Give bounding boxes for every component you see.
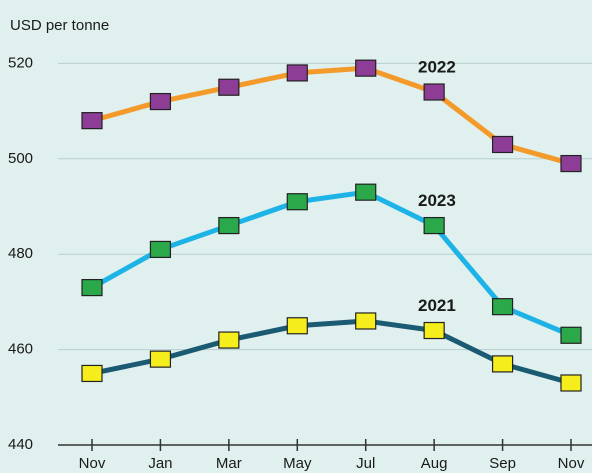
marker bbox=[286, 64, 308, 82]
marker bbox=[491, 135, 514, 154]
marker bbox=[423, 83, 445, 101]
marker bbox=[355, 183, 377, 201]
marker bbox=[560, 326, 582, 344]
marker bbox=[355, 59, 377, 77]
y-tick-label: 500 bbox=[8, 150, 33, 167]
series-line bbox=[91, 318, 572, 386]
marker bbox=[491, 298, 514, 316]
x-tick-label: May bbox=[283, 455, 312, 472]
marker bbox=[423, 321, 445, 340]
x-tick-label: Aug bbox=[421, 455, 448, 472]
x-tick-label: Nov bbox=[79, 455, 106, 472]
y-axis-label: USD per tonne bbox=[10, 17, 109, 34]
y-tick-label: 460 bbox=[8, 341, 33, 358]
marker bbox=[81, 278, 103, 297]
marker bbox=[560, 374, 582, 392]
marker bbox=[560, 154, 582, 173]
series-label: 2023 bbox=[418, 191, 456, 210]
y-tick-label: 440 bbox=[8, 436, 33, 453]
x-tick-label: Jul bbox=[356, 455, 375, 472]
marker bbox=[491, 355, 514, 373]
y-tick-label: 520 bbox=[8, 54, 33, 71]
x-tick-label: Mar bbox=[216, 455, 242, 472]
marker bbox=[286, 193, 308, 211]
marker bbox=[218, 331, 240, 349]
x-tick-label: Sep bbox=[489, 455, 516, 472]
x-tick-label: Nov bbox=[558, 455, 585, 472]
marker bbox=[81, 112, 103, 130]
series-line bbox=[90, 189, 572, 338]
marker bbox=[149, 240, 172, 259]
series-label: 2021 bbox=[418, 296, 456, 315]
series-label: 2022 bbox=[418, 57, 456, 76]
marker bbox=[286, 317, 308, 335]
y-tick-label: 480 bbox=[8, 245, 33, 262]
marker bbox=[81, 364, 103, 383]
x-tick-label: Jan bbox=[148, 455, 172, 472]
series-line bbox=[91, 65, 572, 166]
marker bbox=[218, 216, 240, 235]
marker bbox=[149, 350, 172, 368]
marker bbox=[149, 92, 172, 111]
marker bbox=[423, 216, 445, 235]
marker bbox=[218, 78, 240, 96]
marker bbox=[355, 312, 377, 330]
